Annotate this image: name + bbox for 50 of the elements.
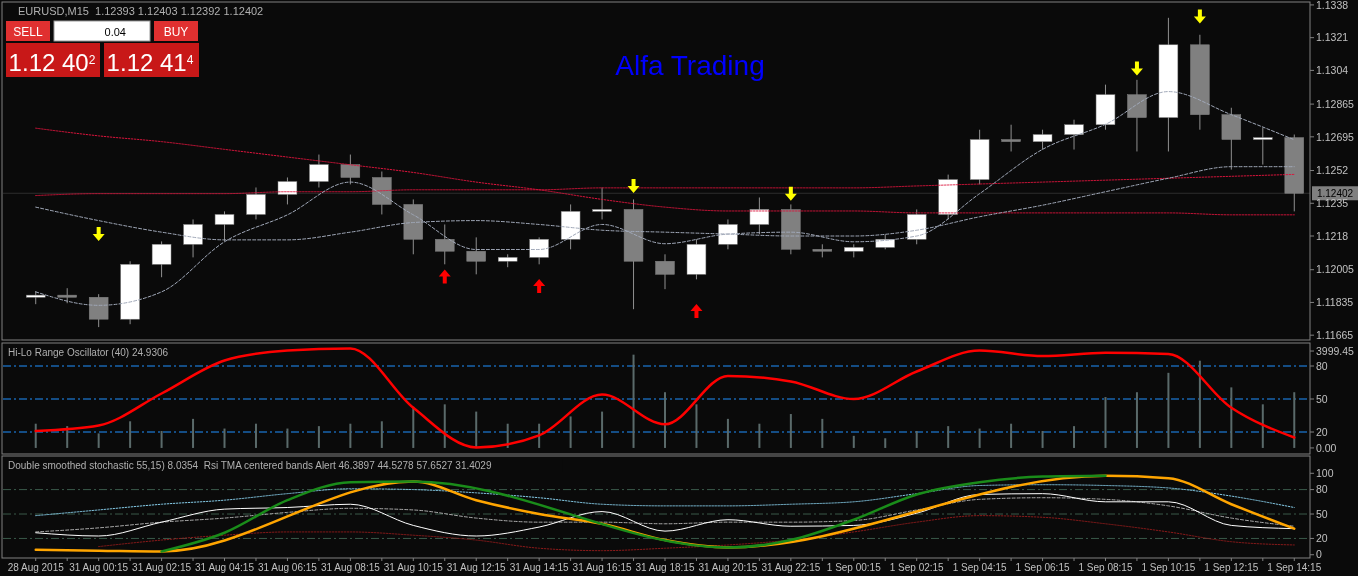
y-tick-label: 1.12005 bbox=[1316, 263, 1355, 276]
x-tick-label: 1 Sep 06:15 bbox=[1015, 562, 1070, 573]
x-tick-label: 31 Aug 20:15 bbox=[698, 562, 758, 573]
x-tick-label: 31 Aug 02:15 bbox=[132, 562, 192, 573]
y-tick-label: 20 bbox=[1316, 532, 1328, 545]
x-tick-label: 31 Aug 14:15 bbox=[509, 562, 570, 573]
y-tick-label: 1.12865 bbox=[1316, 97, 1355, 110]
y-tick-label: 1.11665 bbox=[1316, 328, 1354, 341]
x-tick-label: 31 Aug 04:15 bbox=[195, 562, 255, 573]
y-tick-label: 100 bbox=[1316, 466, 1334, 479]
x-tick-label: 31 Aug 08:15 bbox=[320, 562, 381, 573]
y2-tick-label: 0.00 bbox=[1316, 441, 1337, 454]
chart-title: Double smoothed stochastic 55,15) 8.0354 Rsi TMA centered bands Alert 46.3897 44.5278 57.6527 31.4029 bbox=[8, 460, 492, 471]
x-tick-label: 31 Aug 18:15 bbox=[635, 562, 695, 573]
x-tick-label: 31 Aug 10:15 bbox=[383, 562, 444, 573]
y-tick-label: 1.1304 bbox=[1316, 64, 1349, 77]
x-tick-label: 1 Sep 12:15 bbox=[1204, 562, 1259, 573]
y-tick-label: 80 bbox=[1316, 483, 1328, 496]
annotation: 1.12 41$^{4}$ bbox=[106, 49, 194, 76]
y-tick-label: 80 bbox=[1316, 359, 1328, 372]
annotation: BUY bbox=[163, 25, 189, 39]
y-tick-label: 0 bbox=[1316, 548, 1322, 561]
annotation: 1.12 40$^{2}$ bbox=[8, 49, 96, 76]
x-tick-label: 1 Sep 04:15 bbox=[952, 562, 1008, 573]
x-tick-label: 1 Sep 02:15 bbox=[889, 562, 945, 573]
x-tick-label: 31 Aug 22:15 bbox=[761, 562, 821, 573]
y-tick-label: 1.1252 bbox=[1316, 164, 1349, 177]
y-tick-label: 1.11835 bbox=[1316, 296, 1354, 309]
x-tick-label: 31 Aug 06:15 bbox=[257, 562, 318, 573]
chart-title: Hi-Lo Range Oscillator (40) 24.9306 bbox=[8, 347, 169, 358]
y-tick-label: 50 bbox=[1316, 392, 1328, 405]
y-tick-label: 50 bbox=[1316, 507, 1328, 520]
y-tick-label: 1.1338 bbox=[1316, 0, 1349, 11]
annotation: 0.04 bbox=[104, 26, 126, 38]
x-tick-label: 31 Aug 00:15 bbox=[69, 562, 129, 573]
y2-tick-label: 3999.45 bbox=[1316, 344, 1355, 357]
x-tick-label: 1 Sep 00:15 bbox=[826, 562, 882, 573]
annotation: SELL bbox=[13, 25, 43, 39]
x-tick-label: 1 Sep 14:15 bbox=[1267, 562, 1322, 573]
x-tick-label: 31 Aug 16:15 bbox=[572, 562, 632, 573]
x-tick-label: 1 Sep 10:15 bbox=[1141, 562, 1196, 573]
y-tick-label: 1.1218 bbox=[1316, 229, 1349, 242]
x-tick-label: 1 Sep 08:15 bbox=[1078, 562, 1133, 573]
y-tick-label: 1.1321 bbox=[1316, 31, 1349, 44]
x-tick-label: 31 Aug 12:15 bbox=[446, 562, 507, 573]
x-tick-label: 28 Aug 2015 bbox=[7, 562, 65, 573]
text: Alfa Trading bbox=[615, 50, 765, 81]
y-tick-label: 20 bbox=[1316, 425, 1328, 438]
chart-subtitle: EURUSD,M15 1.12393 1.12403 1.12392 1.12402 bbox=[18, 5, 264, 17]
y-tick-label: 1.12695 bbox=[1316, 130, 1355, 143]
